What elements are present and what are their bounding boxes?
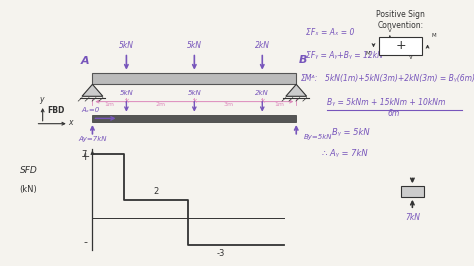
Text: 5kN: 5kN: [119, 41, 134, 50]
Polygon shape: [82, 84, 103, 96]
Text: FBD: FBD: [47, 106, 65, 115]
Text: 3m: 3m: [223, 102, 233, 107]
Text: (kN): (kN): [19, 185, 37, 194]
Text: Bᵧ = 5kN: Bᵧ = 5kN: [332, 128, 369, 137]
Bar: [379, 37, 422, 55]
Text: V: V: [388, 28, 392, 34]
Text: ΣMᴬ:: ΣMᴬ:: [301, 74, 319, 84]
Text: B: B: [299, 55, 308, 65]
Text: 6m: 6m: [387, 109, 400, 118]
Bar: [92, 73, 296, 84]
Text: 2kN: 2kN: [255, 41, 270, 50]
Text: M: M: [365, 51, 370, 56]
Text: +: +: [81, 152, 90, 162]
Text: SFD: SFD: [19, 166, 37, 175]
Bar: [401, 186, 424, 197]
Text: 5kN: 5kN: [187, 90, 201, 96]
Polygon shape: [286, 84, 307, 96]
Text: By=5kN: By=5kN: [303, 134, 332, 140]
Text: 1m: 1m: [104, 102, 114, 107]
Text: V: V: [410, 55, 413, 60]
Text: 2: 2: [154, 186, 159, 196]
Text: Convention:: Convention:: [377, 21, 424, 30]
Text: Ay=7kN: Ay=7kN: [78, 136, 107, 142]
Text: 5kN: 5kN: [119, 90, 133, 96]
Text: 7: 7: [82, 150, 87, 159]
Text: 2kN: 2kN: [255, 90, 269, 96]
Text: y: y: [39, 95, 44, 105]
Text: ΣFₓ = Aₓ = 0: ΣFₓ = Aₓ = 0: [306, 28, 354, 37]
Text: x: x: [68, 118, 73, 127]
Text: +: +: [395, 39, 406, 52]
Text: Bᵧ = 5kNm + 15kNm + 10kNm: Bᵧ = 5kNm + 15kNm + 10kNm: [327, 98, 446, 107]
Text: ×: ×: [259, 99, 265, 105]
Text: Positive Sign: Positive Sign: [376, 10, 425, 19]
Text: ×: ×: [123, 99, 129, 105]
Text: 1m: 1m: [274, 102, 284, 107]
Text: 5kN: 5kN: [187, 41, 202, 50]
Text: ΣFᵧ = Aᵧ+Bᵧ = 12kN: ΣFᵧ = Aᵧ+Bᵧ = 12kN: [306, 51, 383, 60]
Text: A: A: [81, 56, 90, 66]
Text: -3: -3: [216, 249, 225, 258]
Text: -: -: [83, 237, 87, 247]
Text: Aₓ=0: Aₓ=0: [81, 107, 99, 113]
Text: 2m: 2m: [155, 102, 165, 107]
Text: 5kN(1m)+5kN(3m)+2kN(3m) = Bᵧ(6m): 5kN(1m)+5kN(3m)+2kN(3m) = Bᵧ(6m): [325, 74, 474, 84]
Text: ×: ×: [191, 99, 197, 105]
Text: ∴ Aᵧ = 7kN: ∴ Aᵧ = 7kN: [322, 149, 368, 158]
Bar: [92, 115, 296, 122]
Text: 7kN: 7kN: [405, 213, 420, 222]
Text: M: M: [431, 33, 436, 38]
